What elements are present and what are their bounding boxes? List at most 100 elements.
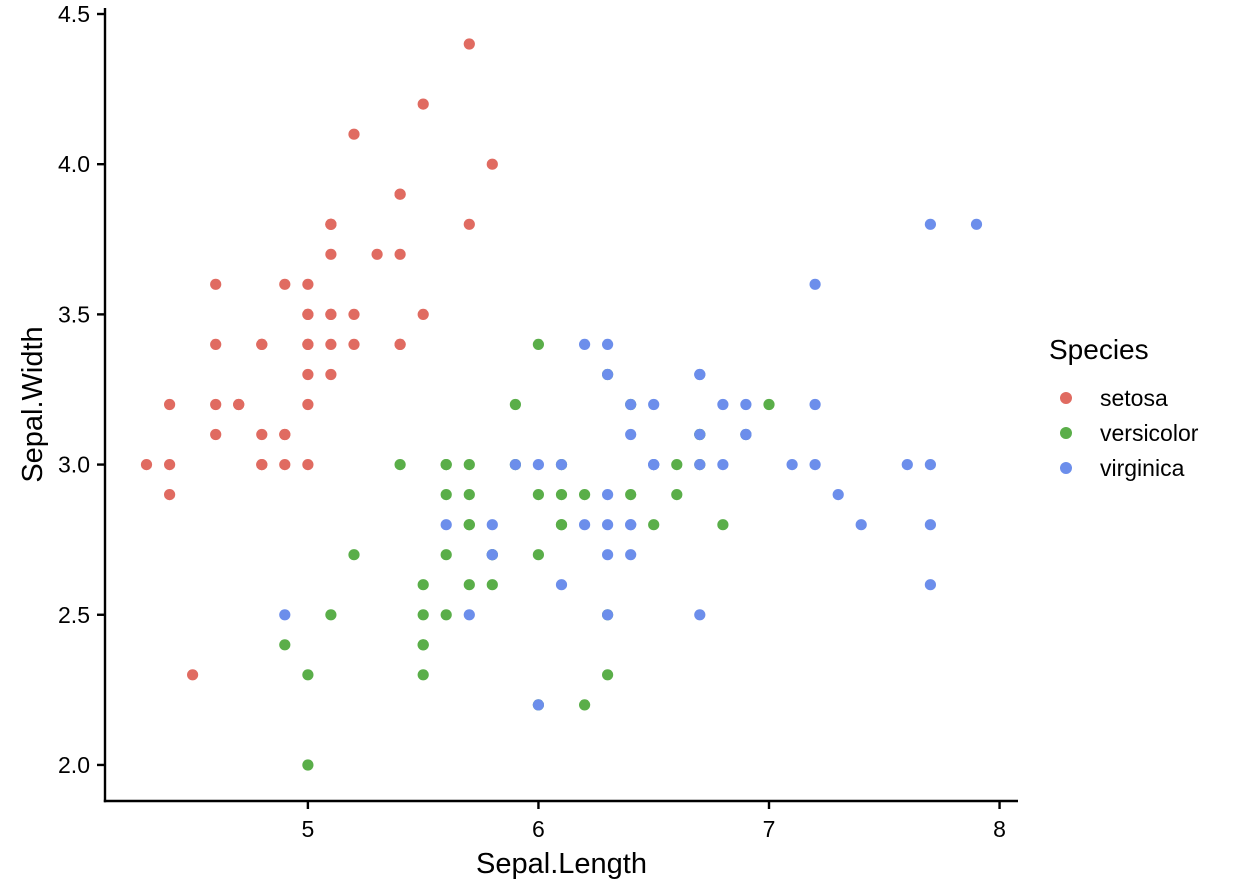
point-versicolor (279, 639, 291, 651)
point-setosa (164, 398, 176, 411)
point-virginica (717, 398, 729, 411)
point-setosa (302, 308, 314, 320)
legend-title: Species (1049, 334, 1149, 365)
point-virginica (970, 218, 983, 230)
point-virginica (602, 609, 614, 621)
point-virginica (509, 459, 521, 471)
point-virginica (279, 609, 291, 621)
point-versicolor (486, 579, 498, 591)
point-setosa (348, 338, 360, 350)
point-setosa (140, 459, 153, 471)
point-virginica (555, 579, 568, 591)
point-versicolor (671, 459, 683, 471)
legend-label-virginica: virginica (1100, 455, 1185, 481)
point-setosa (210, 398, 222, 411)
point-setosa (210, 338, 222, 350)
point-setosa (394, 338, 406, 350)
point-versicolor (579, 489, 591, 501)
point-virginica (740, 428, 752, 441)
legend-key-virginica (1060, 462, 1072, 474)
point-virginica (486, 519, 498, 531)
point-virginica (532, 699, 545, 711)
point-virginica (694, 459, 706, 471)
point-setosa (210, 278, 222, 290)
legend: Species setosa versicolor virginica (1049, 334, 1199, 481)
point-virginica (625, 428, 637, 441)
legend-items: setosa versicolor virginica (1060, 385, 1199, 481)
point-virginica (602, 368, 614, 381)
point-versicolor (463, 579, 475, 591)
point-versicolor (440, 609, 452, 621)
point-versicolor (463, 459, 475, 471)
point-setosa (210, 428, 222, 441)
point-versicolor (440, 459, 452, 471)
point-virginica (924, 218, 937, 230)
point-virginica (602, 338, 614, 350)
y-tick-label: 2.0 (58, 752, 90, 778)
y-tick-label: 4.0 (58, 151, 90, 177)
point-setosa (164, 489, 176, 501)
point-setosa (302, 338, 314, 350)
point-versicolor (509, 398, 521, 411)
point-versicolor (417, 579, 429, 591)
legend-label-setosa: setosa (1100, 385, 1168, 411)
point-versicolor (671, 489, 683, 501)
point-versicolor (463, 489, 475, 501)
point-setosa (164, 459, 176, 471)
point-setosa (325, 308, 337, 320)
point-virginica (855, 519, 867, 531)
point-versicolor (463, 519, 475, 531)
point-setosa (417, 308, 429, 320)
point-setosa (256, 459, 268, 471)
point-setosa (325, 368, 337, 381)
point-versicolor (394, 459, 406, 471)
point-setosa (394, 248, 406, 260)
point-versicolor (532, 338, 545, 350)
point-setosa (279, 278, 291, 290)
y-tick-label: 3.5 (58, 301, 90, 327)
point-virginica (832, 489, 844, 501)
point-setosa (486, 158, 498, 170)
point-versicolor (717, 519, 729, 531)
point-versicolor (532, 489, 545, 501)
point-virginica (809, 459, 821, 471)
point-versicolor (348, 549, 360, 561)
point-virginica (463, 609, 475, 621)
point-virginica (602, 549, 614, 561)
point-virginica (555, 459, 568, 471)
y-tick-label: 4.5 (58, 1, 90, 27)
point-virginica (625, 549, 637, 561)
point-virginica (602, 489, 614, 501)
point-setosa (348, 128, 360, 140)
point-virginica (648, 459, 660, 471)
point-setosa (325, 248, 337, 260)
points-layer (140, 38, 983, 771)
point-setosa (302, 459, 314, 471)
point-virginica (740, 398, 752, 411)
point-versicolor (417, 609, 429, 621)
point-versicolor (555, 519, 568, 531)
point-versicolor (555, 489, 568, 501)
point-setosa (371, 248, 383, 260)
point-versicolor (302, 669, 314, 681)
y-axis-title: Sepal.Width (17, 326, 49, 482)
point-versicolor (648, 519, 660, 531)
y-axis-ticks: 2.0 2.5 3.0 3.5 4.0 4.5 (58, 1, 105, 778)
point-virginica (579, 519, 591, 531)
x-tick-label: 8 (993, 816, 1006, 842)
point-setosa (256, 428, 268, 441)
point-virginica (602, 519, 614, 531)
point-setosa (233, 398, 245, 411)
x-axis-title: Sepal.Length (476, 848, 647, 880)
point-versicolor (302, 759, 314, 771)
point-setosa (348, 308, 360, 320)
legend-label-versicolor: versicolor (1100, 420, 1199, 446)
point-virginica (901, 459, 913, 471)
point-versicolor (417, 669, 429, 681)
point-virginica (809, 398, 821, 411)
point-setosa (302, 368, 314, 381)
x-tick-label: 6 (532, 816, 545, 842)
point-virginica (625, 398, 637, 411)
point-virginica (924, 459, 937, 471)
point-setosa (417, 98, 429, 110)
